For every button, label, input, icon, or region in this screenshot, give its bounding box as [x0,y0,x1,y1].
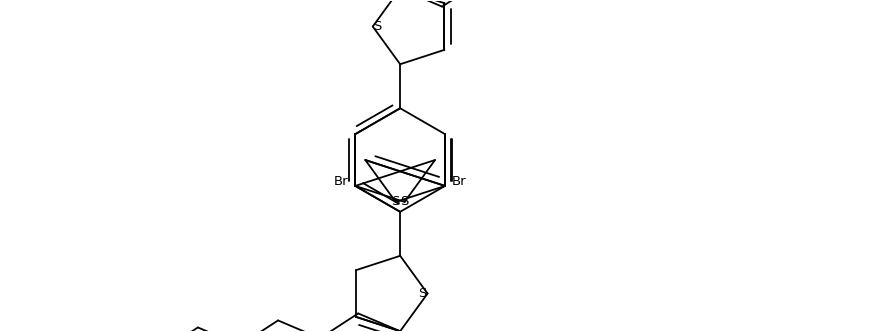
Text: S: S [391,196,399,208]
Text: Br: Br [334,175,348,189]
Text: S: S [399,196,408,208]
Text: S: S [373,20,382,33]
Text: S: S [418,287,427,300]
Text: Br: Br [451,175,466,189]
